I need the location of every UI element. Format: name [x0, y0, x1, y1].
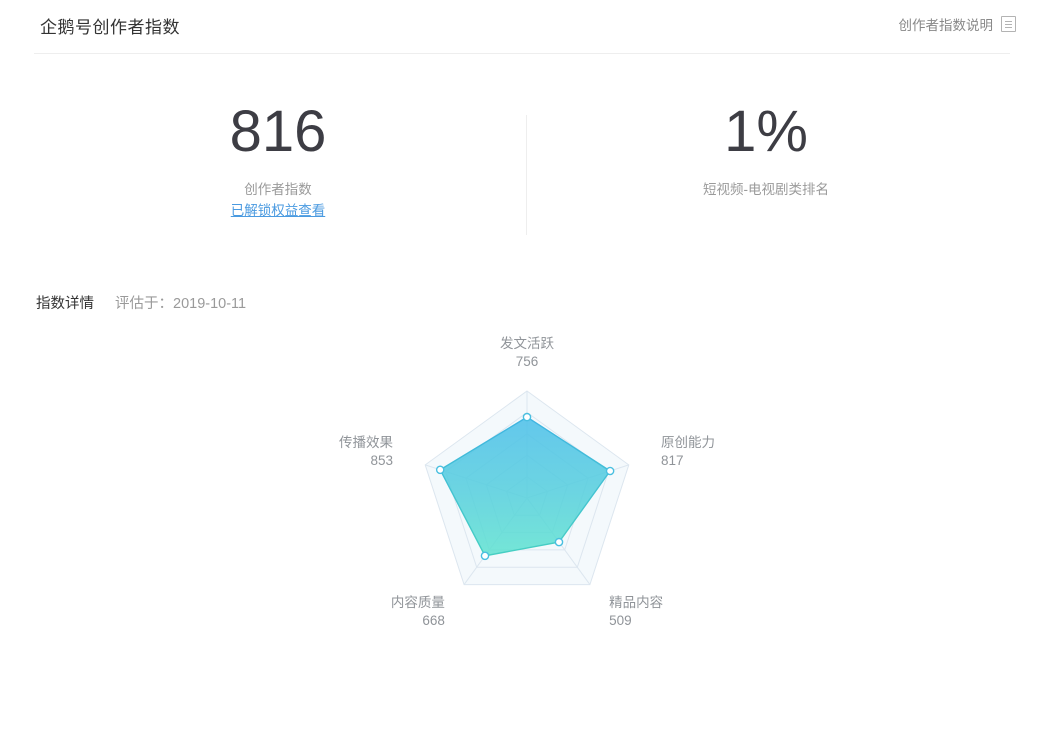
- radar-point-2[interactable]: [554, 537, 564, 547]
- radar-label-4: 传播效果 853: [313, 434, 393, 470]
- help-link[interactable]: 创作者指数说明: [898, 14, 1016, 34]
- radar-vertex-markers[interactable]: [435, 412, 615, 561]
- category-rank-value: 1%: [724, 99, 808, 164]
- summary-row: 816 创作者指数 已解锁权益查看 1% 短视频-电视剧类排名: [34, 95, 1010, 245]
- category-rank-label: 短视频-电视剧类排名: [703, 182, 829, 197]
- radar-point-3[interactable]: [480, 551, 490, 561]
- radar-label-2-name: 精品内容: [609, 594, 664, 610]
- radar-label-3-value: 668: [422, 612, 445, 628]
- radar-label-1-value: 817: [661, 452, 684, 468]
- radar-label-3: 内容质量 668: [365, 594, 445, 630]
- unlock-benefits-link[interactable]: 已解锁权益查看: [230, 203, 326, 218]
- help-link-label: 创作者指数说明: [898, 18, 994, 33]
- radar-chart-svg: [424, 390, 630, 586]
- creator-index-value: 816: [229, 99, 327, 164]
- radar-point-1[interactable]: [605, 466, 615, 476]
- radar-chart: 发文活跃 756 原创能力 817 精品内容 509 内容质量 668 传播效果…: [0, 330, 1043, 751]
- radar-label-4-name: 传播效果: [339, 434, 393, 450]
- detail-heading: 指数详情 评估于：2019-10-11: [36, 292, 246, 313]
- radar-label-2: 精品内容 509: [609, 594, 689, 630]
- radar-label-1: 原创能力 817: [661, 434, 741, 470]
- page-header: 企鹅号创作者指数 创作者指数说明: [0, 0, 1043, 53]
- page-title: 企鹅号创作者指数: [40, 18, 180, 37]
- detail-title: 指数详情: [36, 296, 94, 312]
- radar-label-1-name: 原创能力: [661, 434, 715, 450]
- radar-label-3-name: 内容质量: [390, 594, 445, 610]
- header-divider: [34, 53, 1010, 54]
- creator-index-label: 创作者指数: [244, 182, 312, 197]
- radar-point-0[interactable]: [522, 412, 532, 422]
- summary-separator: [526, 115, 527, 235]
- radar-data-polygon: [439, 416, 612, 557]
- radar-label-4-value: 853: [370, 452, 393, 468]
- radar-label-0-name: 发文活跃: [500, 336, 554, 351]
- radar-label-0-value: 756: [515, 354, 539, 369]
- document-list-icon[interactable]: [1001, 16, 1016, 32]
- creator-index-stat: 816 创作者指数 已解锁权益查看: [34, 95, 522, 245]
- radar-label-0: 发文活跃 756: [487, 335, 567, 371]
- detail-evaluated-date: 评估于：2019-10-11: [115, 296, 247, 312]
- radar-point-4[interactable]: [435, 465, 445, 475]
- radar-label-2-value: 509: [609, 612, 632, 628]
- category-rank-stat: 1% 短视频-电视剧类排名: [522, 95, 1010, 245]
